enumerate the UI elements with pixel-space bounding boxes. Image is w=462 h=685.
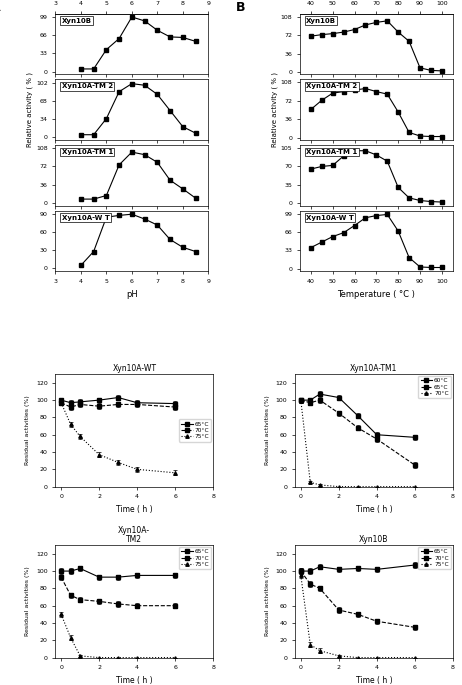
Text: Xyn10A-W T: Xyn10A-W T: [61, 214, 109, 221]
Legend: 65°C, 70°C, 75°C: 65°C, 70°C, 75°C: [179, 419, 211, 442]
Y-axis label: Residual activities (%): Residual activities (%): [25, 395, 30, 465]
Text: Xyn10B: Xyn10B: [306, 18, 336, 24]
Title: Xyn10B: Xyn10B: [359, 536, 389, 545]
Text: Xyn10B: Xyn10B: [61, 18, 91, 24]
Legend: 65°C, 70°C, 75°C: 65°C, 70°C, 75°C: [418, 547, 451, 569]
Text: Xyn10A-TM 1: Xyn10A-TM 1: [61, 149, 113, 155]
Text: Xyn10A-W T: Xyn10A-W T: [306, 214, 354, 221]
X-axis label: Time ( h ): Time ( h ): [116, 505, 152, 514]
Text: Xyn10A-TM 2: Xyn10A-TM 2: [306, 84, 357, 90]
Legend: 60°C, 65°C, 70°C: 60°C, 65°C, 70°C: [418, 376, 451, 398]
Y-axis label: Residual activities (%): Residual activities (%): [265, 395, 270, 465]
X-axis label: Time ( h ): Time ( h ): [356, 676, 392, 685]
Text: B: B: [236, 1, 245, 14]
Legend: 65°C, 70°C, 75°C: 65°C, 70°C, 75°C: [179, 547, 211, 569]
Y-axis label: Residual activities (%): Residual activities (%): [265, 566, 270, 636]
X-axis label: pH: pH: [126, 290, 138, 299]
Y-axis label: Relative activity ( % ): Relative activity ( % ): [27, 72, 33, 147]
X-axis label: Temperature ( °C ): Temperature ( °C ): [337, 290, 415, 299]
Y-axis label: Relative activity ( % ): Relative activity ( % ): [271, 72, 278, 147]
Y-axis label: Residual activities (%): Residual activities (%): [25, 566, 30, 636]
Text: Xyn10A-TM 2: Xyn10A-TM 2: [61, 84, 113, 90]
Title: Xyn10A-WT: Xyn10A-WT: [112, 364, 156, 373]
Title: Xyn10A-TM1: Xyn10A-TM1: [350, 364, 398, 373]
X-axis label: Time ( h ): Time ( h ): [116, 676, 152, 685]
Text: Xyn10A-TM 1: Xyn10A-TM 1: [306, 149, 357, 155]
Title: Xyn10A-
TM2: Xyn10A- TM2: [118, 526, 150, 545]
X-axis label: Time ( h ): Time ( h ): [356, 505, 392, 514]
Text: A: A: [0, 1, 1, 14]
